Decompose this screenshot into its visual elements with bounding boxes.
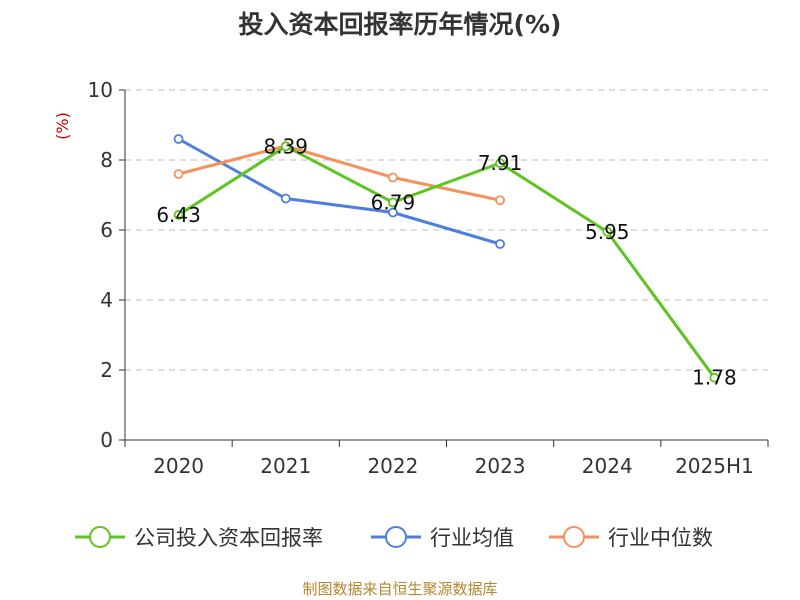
source-note: 制图数据来自恒生聚源数据库: [302, 580, 497, 598]
x-tick-label: 2020: [153, 454, 204, 478]
data-point[interactable]: [495, 195, 505, 206]
legend-label: 公司投入资本回报率: [134, 526, 323, 550]
data-point[interactable]: [388, 197, 398, 208]
x-tick-label: 2021: [260, 454, 311, 478]
data-label: 7.91: [478, 151, 523, 175]
legend-marker: [563, 526, 585, 548]
data-point[interactable]: [495, 158, 505, 169]
data-label: 6.43: [156, 203, 201, 227]
data-label: 6.79: [371, 190, 416, 214]
x-tick-label: 2023: [475, 454, 526, 478]
data-label: 8.39: [263, 134, 308, 158]
legend-marker: [385, 526, 407, 548]
series-line: [178, 144, 501, 202]
axes: 0 2 4 6 8 10 2020 2021 2022 2023 2024 2025H1: [88, 78, 769, 478]
legend-item[interactable]: 行业均值: [371, 526, 514, 550]
legend-item[interactable]: 行业中位数: [549, 526, 713, 550]
data-point[interactable]: [173, 210, 184, 220]
y-tick-label: 8: [100, 148, 113, 172]
x-tick-label: 2025H1: [675, 454, 754, 478]
series-0: [173, 141, 720, 383]
data-point[interactable]: [388, 207, 398, 218]
y-tick-label: 0: [100, 428, 113, 452]
x-tick-label: 2022: [367, 454, 418, 478]
data-point[interactable]: [280, 141, 291, 152]
data-point[interactable]: [709, 372, 720, 383]
legend-item[interactable]: 公司投入资本回报率: [75, 526, 323, 550]
data-point[interactable]: [173, 169, 184, 179]
series-layer: [173, 134, 720, 383]
data-label: 5.95: [585, 220, 630, 244]
legend-marker: [89, 526, 111, 548]
y-tick-label: 4: [100, 288, 113, 312]
y-tick-label: 10: [88, 78, 113, 102]
data-point[interactable]: [602, 226, 613, 237]
legend-label: 行业均值: [430, 526, 514, 550]
y-tick-label: 2: [100, 358, 113, 382]
data-labels: 6.43 8.39 6.79 7.91 5.95 1.78: [156, 134, 736, 389]
legend-label: 行业中位数: [608, 526, 713, 550]
series-1: [173, 134, 505, 249]
chart-title: 投入资本回报率历年情况(%): [239, 10, 562, 39]
series-line: [177, 144, 716, 379]
data-point[interactable]: [173, 134, 184, 144]
data-label: 1.78: [692, 366, 737, 390]
data-point[interactable]: [388, 172, 398, 183]
data-point[interactable]: [495, 239, 505, 249]
data-point[interactable]: [280, 193, 291, 204]
y-axis-label: (%): [53, 112, 72, 140]
x-tick-label: 2024: [582, 454, 633, 478]
series-line: [177, 137, 501, 246]
grid-lines: [125, 89, 768, 371]
legend[interactable]: 公司投入资本回报率 行业均值 行业中位数: [75, 526, 713, 550]
y-tick-label: 6: [100, 218, 113, 242]
